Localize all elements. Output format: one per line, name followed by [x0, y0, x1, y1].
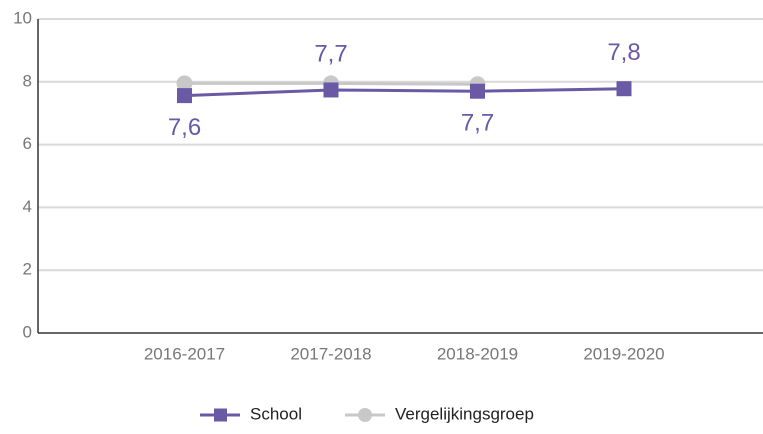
x-tick-label: 2018-2019: [437, 344, 518, 363]
marker: [323, 82, 339, 98]
marker: [470, 83, 485, 99]
y-tick-label: 6: [23, 134, 32, 153]
y-tick-label: 8: [23, 71, 32, 90]
value-label: 7,8: [607, 39, 640, 66]
x-tick-label: 2016-2017: [144, 344, 225, 363]
y-tick-label: 4: [23, 197, 32, 216]
value-label: 7,7: [314, 40, 347, 67]
legend-label: School: [250, 404, 302, 423]
y-tick-label: 10: [13, 8, 32, 27]
marker: [616, 81, 632, 97]
x-tick-label: 2019-2020: [583, 344, 664, 363]
y-tick-label: 0: [23, 322, 32, 341]
x-tick-label: 2017-2018: [290, 344, 371, 363]
legend-marker: [214, 408, 227, 422]
marker: [177, 88, 192, 104]
legend-label: Vergelijkingsgroep: [395, 404, 534, 423]
series-line: [184, 87, 625, 98]
value-label: 7,6: [168, 114, 201, 141]
marker: [176, 75, 193, 92]
legend-marker: [358, 408, 372, 422]
value-label: 7,7: [461, 110, 494, 137]
y-tick-label: 2: [23, 260, 32, 279]
